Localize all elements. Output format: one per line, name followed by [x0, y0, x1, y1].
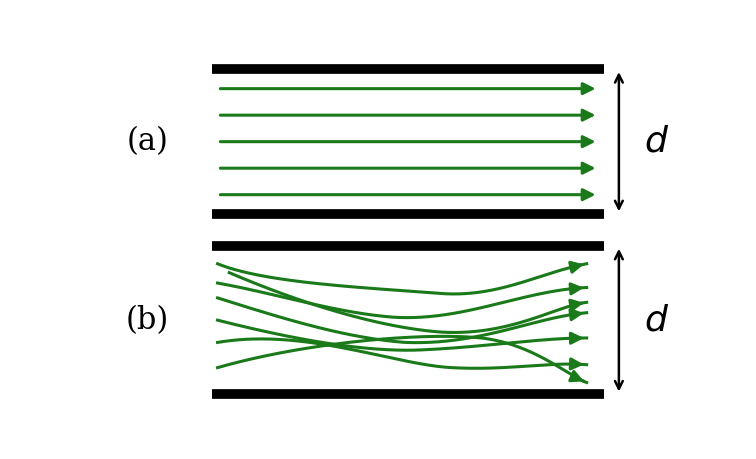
Text: (b): (b) — [125, 305, 169, 336]
Text: $d$: $d$ — [644, 303, 670, 337]
Text: (a): (a) — [126, 126, 168, 157]
Text: $d$: $d$ — [644, 125, 670, 159]
